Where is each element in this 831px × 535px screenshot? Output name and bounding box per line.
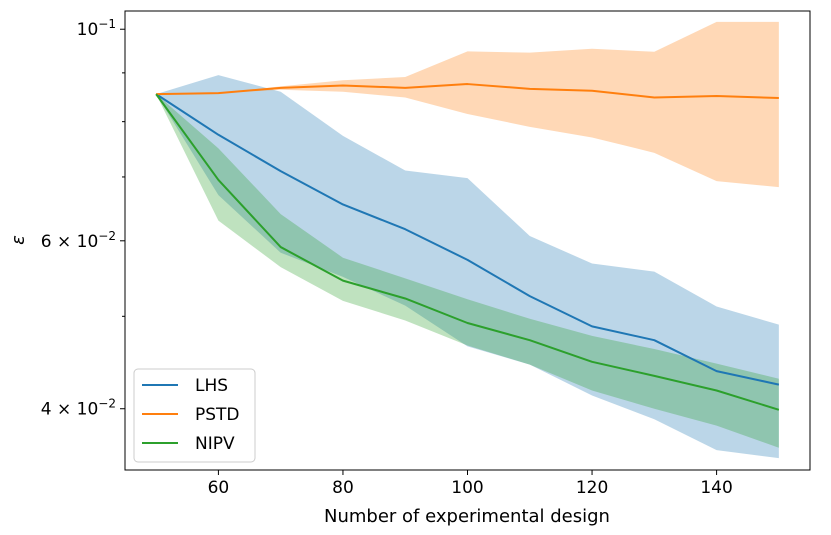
y-axis-label: ε xyxy=(8,235,29,245)
x-tick-label: 80 xyxy=(332,478,354,498)
x-tick-label: 120 xyxy=(576,478,608,498)
legend: LHS PSTD NIPV xyxy=(133,368,256,463)
band-nipv xyxy=(156,94,779,448)
x-axis-label: Number of experimental design xyxy=(324,506,610,527)
series-lines xyxy=(155,83,780,411)
confidence-bands xyxy=(156,21,779,459)
y-tick-label: 4 × 10−2 xyxy=(41,397,116,420)
x-tick-label: 100 xyxy=(451,478,483,498)
band-pstd xyxy=(156,21,779,188)
y-axis-ticks: 10−1 6 × 10−2 4 × 10−2 xyxy=(41,17,125,420)
y-tick-label: 10−1 xyxy=(77,17,116,40)
line-lhs xyxy=(155,93,780,386)
legend-label-lhs: LHS xyxy=(195,376,228,396)
x-tick-label: 140 xyxy=(700,478,732,498)
band-lhs xyxy=(156,75,779,459)
y-tick-label: 6 × 10−2 xyxy=(41,229,116,252)
legend-label-pstd: PSTD xyxy=(195,405,240,425)
line-nipv xyxy=(155,93,780,411)
line-pstd xyxy=(156,83,779,100)
x-axis-ticks: 60 80 100 120 140 xyxy=(208,470,733,498)
x-tick-label: 60 xyxy=(208,478,230,498)
legend-label-nipv: NIPV xyxy=(195,434,235,454)
legend-box xyxy=(133,368,256,463)
